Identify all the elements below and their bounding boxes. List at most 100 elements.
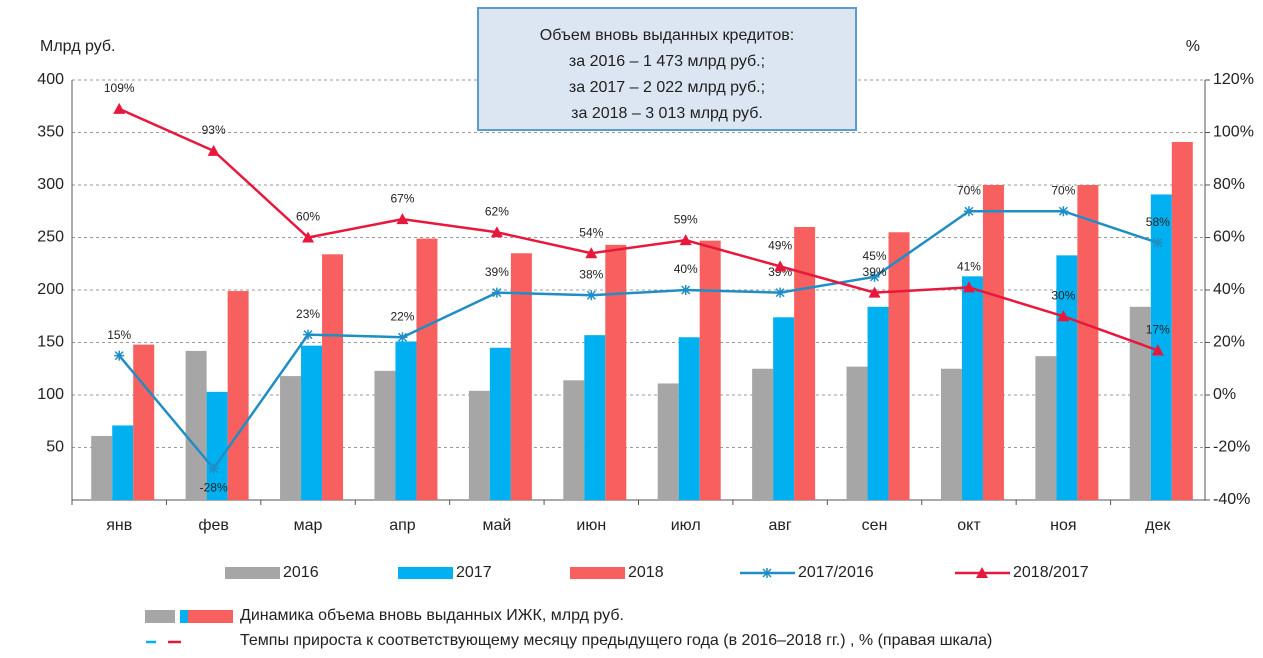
bar [699, 240, 721, 500]
y-tick-label: 400 [37, 71, 64, 88]
marker [397, 332, 408, 343]
marker [1152, 237, 1163, 248]
data-label: 54% [579, 225, 603, 239]
data-label: 15% [107, 328, 131, 342]
bar [395, 341, 417, 500]
x-tick-label: окт [957, 517, 981, 534]
bar [489, 347, 511, 500]
marker [207, 144, 220, 156]
data-label: 49% [768, 239, 792, 253]
data-label: 70% [1051, 183, 1075, 197]
bar [678, 337, 700, 500]
legend-label: 2017 [456, 564, 492, 581]
bar [112, 425, 134, 500]
bar [773, 317, 795, 500]
bar [752, 368, 774, 500]
legend-swatch [570, 567, 625, 579]
legend-label: 2018 [628, 564, 664, 581]
bar [794, 227, 816, 500]
y2-tick-label: 40% [1213, 281, 1245, 298]
legend-label: 2017/2016 [798, 564, 874, 581]
bar [374, 370, 396, 500]
data-label: 58% [1146, 215, 1170, 229]
bar [940, 368, 962, 500]
annotation: за 2018 – 3 013 млрд руб. [571, 105, 763, 122]
y2-tick-label: 20% [1213, 334, 1245, 351]
bar [605, 244, 627, 500]
marker [396, 213, 409, 225]
data-label: 39% [863, 265, 887, 279]
marker [963, 206, 974, 217]
marker [303, 329, 314, 340]
data-label: 109% [104, 81, 135, 95]
note-swatch [188, 610, 233, 623]
data-label: 22% [390, 309, 414, 323]
legend-label: 2016 [283, 564, 319, 581]
x-tick-label: июн [576, 517, 606, 534]
note-swatch [145, 610, 175, 623]
data-label: 62% [485, 204, 509, 218]
x-tick-label: янв [106, 517, 132, 534]
marker [585, 247, 598, 259]
x-tick-label: май [482, 517, 511, 534]
data-label: 38% [579, 267, 603, 281]
data-label: 39% [485, 265, 509, 279]
marker [491, 287, 502, 298]
x-tick-label: сен [862, 517, 888, 534]
data-label: -28% [200, 481, 228, 495]
bar [280, 376, 302, 500]
note: Динамика объема вновь выданных ИЖК, млрд… [240, 607, 624, 624]
x-tick-label: дек [1145, 517, 1171, 534]
y2-tick-label: 120% [1213, 71, 1254, 88]
line [118, 107, 1159, 352]
marker [774, 260, 787, 272]
bar [185, 350, 207, 500]
annotation: за 2016 – 1 473 млрд руб.; [569, 53, 765, 70]
bar [510, 253, 532, 500]
data-label: 59% [674, 212, 698, 226]
bar [1150, 194, 1172, 500]
bar [416, 238, 438, 501]
y2-tick-label: -40% [1213, 491, 1250, 508]
bar [982, 185, 1004, 500]
y2-tick-label: -20% [1213, 439, 1250, 456]
legend-marker [976, 567, 988, 578]
marker [208, 463, 219, 474]
data-label: 17% [1146, 323, 1170, 337]
bar [584, 335, 606, 500]
y2-tick-label: 100% [1213, 124, 1254, 141]
y-tick-label: 150 [37, 334, 64, 351]
bar [91, 435, 113, 500]
data-label: 41% [957, 260, 981, 274]
x-tick-label: авг [769, 517, 792, 534]
bar [1077, 185, 1099, 500]
legend-marker [762, 568, 772, 578]
marker [679, 234, 692, 246]
data-label: 40% [674, 262, 698, 276]
marker [868, 286, 881, 298]
data-label: 70% [957, 183, 981, 197]
bar [1035, 356, 1057, 500]
bar [1171, 141, 1193, 500]
y-tick-label: 200 [37, 281, 64, 298]
bar [846, 366, 868, 500]
y-tick-label: 50 [46, 439, 64, 456]
bar [206, 391, 228, 500]
marker [1058, 206, 1069, 217]
bar [657, 383, 679, 500]
bar [322, 254, 344, 500]
annotation: за 2017 – 2 022 млрд руб.; [569, 79, 765, 96]
legend-swatch [225, 567, 280, 579]
data-label: 30% [1051, 288, 1075, 302]
x-tick-label: июл [671, 517, 701, 534]
y2-tick-label: 60% [1213, 229, 1245, 246]
marker [302, 231, 315, 243]
marker [775, 287, 786, 298]
annotation-box [477, 7, 857, 131]
bar [888, 232, 910, 500]
marker [962, 281, 975, 293]
y-tick-label: 350 [37, 124, 64, 141]
bar [301, 345, 323, 500]
bar [133, 344, 155, 500]
